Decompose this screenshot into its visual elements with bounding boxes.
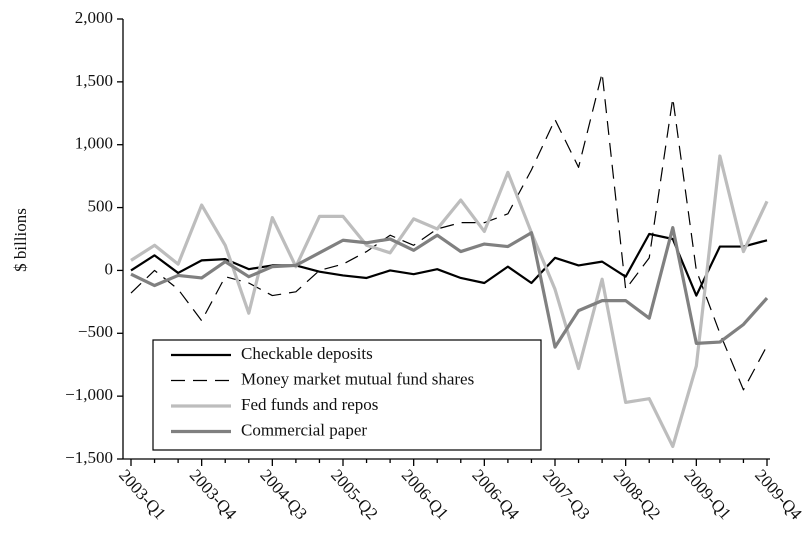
x-tick-label: 2004-Q3 [256, 466, 311, 524]
x-tick-label: 2009-Q4 [751, 466, 806, 524]
x-tick-label: 2006-Q4 [468, 466, 523, 524]
y-tick-label: 1,500 [75, 71, 113, 90]
legend-label: Commercial paper [241, 420, 367, 439]
legend-label: Fed funds and repos [241, 395, 378, 414]
legend-label: Checkable deposits [241, 344, 373, 363]
y-tick-label: 2,000 [75, 8, 113, 27]
series-line [130, 226, 769, 349]
y-tick-label: 1,000 [75, 134, 113, 153]
y-tick-label: −1,500 [65, 448, 113, 467]
x-tick-label: 2005-Q2 [327, 466, 382, 524]
x-tick-label: 2003-Q4 [186, 466, 241, 524]
series-line [130, 232, 768, 297]
series-line [130, 154, 769, 449]
y-tick-label: 0 [105, 259, 114, 278]
x-tick-label: 2006-Q1 [398, 466, 453, 524]
y-tick-label: 500 [88, 196, 114, 215]
y-tick-label: −1,000 [65, 385, 113, 404]
y-axis-label: $ billions [11, 208, 30, 272]
x-tick-label: 2007-Q3 [539, 466, 594, 524]
y-tick-label: −500 [78, 322, 113, 341]
legend-label: Money market mutual fund shares [241, 369, 474, 388]
x-tick-label: 2009-Q1 [680, 466, 735, 524]
x-tick-label: 2008-Q2 [610, 466, 665, 524]
x-tick-label: 2003-Q1 [115, 466, 170, 524]
